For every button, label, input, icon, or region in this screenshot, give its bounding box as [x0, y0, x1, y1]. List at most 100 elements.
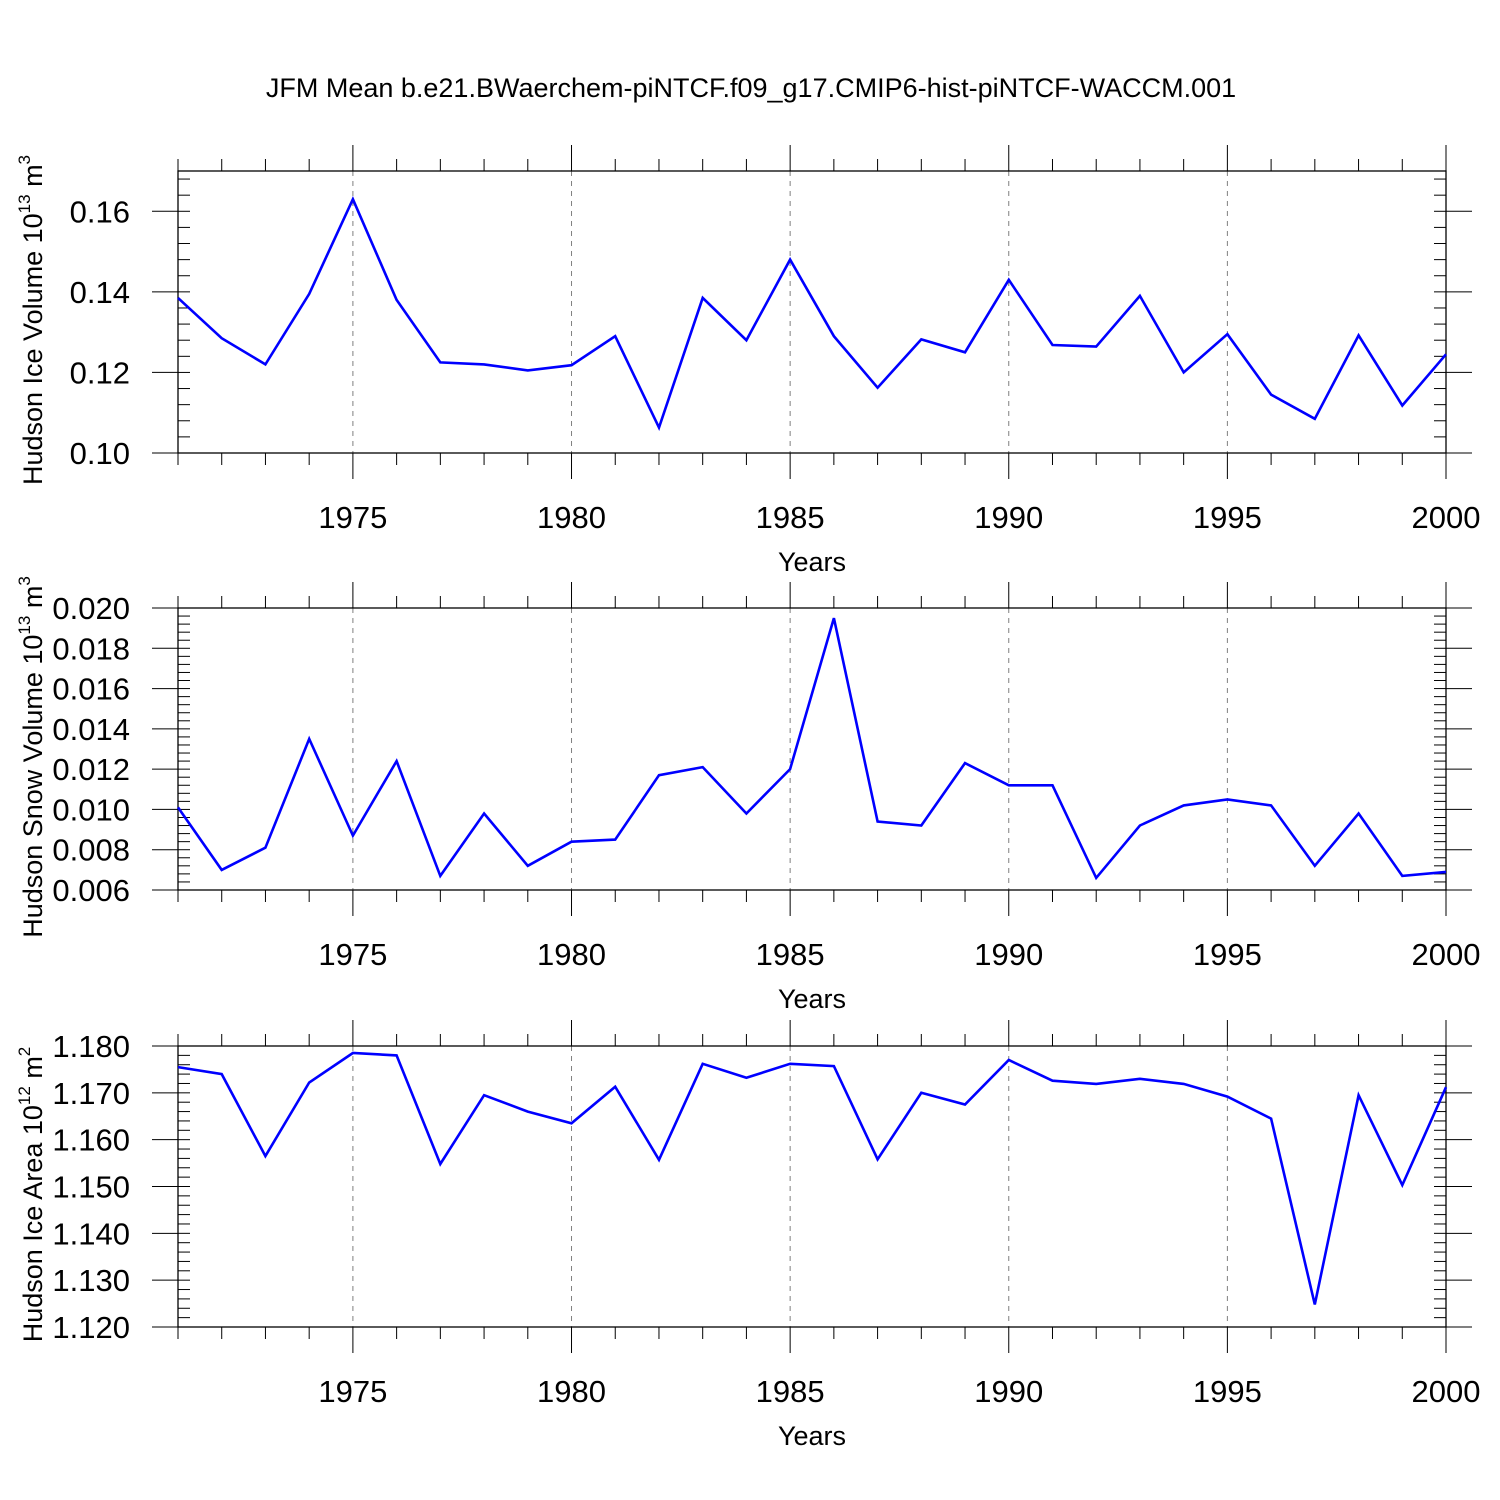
data-point — [1445, 1086, 1448, 1089]
data-point — [1445, 353, 1448, 356]
data-point — [1138, 1077, 1141, 1080]
data-point — [439, 874, 442, 877]
y-label-unit-exponent: 3 — [15, 576, 34, 585]
data-point — [1313, 864, 1316, 867]
panel-2: 0.006 0.008 0.010 0.012 0.014 0.016 0.018 0.020… — [15, 576, 1480, 1014]
series-line — [177, 196, 1447, 432]
data-point — [745, 339, 748, 342]
data-point — [1270, 804, 1273, 807]
data-point — [920, 1091, 923, 1094]
x-tick-label: 1995 — [1193, 1374, 1262, 1409]
y-label-exponent: 13 — [15, 194, 34, 213]
data-point — [1226, 798, 1229, 801]
data-point — [483, 1094, 486, 1097]
data-point — [351, 198, 354, 201]
x-tick-label: 1990 — [974, 500, 1043, 535]
x-tick-label: 1980 — [537, 500, 606, 535]
data-point — [1051, 784, 1054, 787]
data-point — [177, 296, 180, 299]
data-point — [1182, 1082, 1185, 1085]
data-point — [1051, 344, 1054, 347]
y-tick-label: 0.012 — [52, 752, 130, 787]
data-point — [964, 762, 967, 765]
y-tick-label: 0.014 — [52, 712, 130, 747]
x-tick-label: 1975 — [318, 1374, 387, 1409]
data-point — [920, 338, 923, 341]
y-tick-label: 0.018 — [52, 631, 130, 666]
data-point — [439, 361, 442, 364]
data-point — [351, 834, 354, 837]
data-point — [745, 1076, 748, 1079]
x-tick-label: 1975 — [318, 937, 387, 972]
data-point — [1095, 1082, 1098, 1085]
y-label-unit-exponent: 3 — [15, 155, 34, 164]
data-point — [526, 369, 529, 372]
y-tick-label: 0.020 — [52, 591, 130, 626]
data-point — [570, 1122, 573, 1125]
data-point — [1357, 1094, 1360, 1097]
x-tick-label: 1995 — [1193, 937, 1262, 972]
y-label-unit: m — [18, 164, 48, 194]
data-point — [1095, 876, 1098, 879]
panel-1: 0.10 0.12 0.14 0.16 1975 1980 1985 1990 1995 2000… — [15, 145, 1480, 577]
data-point — [876, 820, 879, 823]
x-tick-label: 1975 — [318, 500, 387, 535]
data-point — [1226, 1095, 1229, 1098]
data-point — [1357, 812, 1360, 815]
x-tick-label: 1985 — [756, 1374, 825, 1409]
data-point — [745, 812, 748, 815]
y-tick-label: 0.12 — [70, 355, 130, 390]
series-line — [177, 1051, 1448, 1305]
chart-title: JFM Mean b.e21.BWaerchem-piNTCF.f09_g17.… — [266, 73, 1236, 103]
y-tick-label: 0.016 — [52, 672, 130, 707]
data-point — [832, 617, 835, 620]
y-tick-label: 0.14 — [70, 275, 130, 310]
data-point — [570, 840, 573, 843]
x-tick-label: 1980 — [537, 1374, 606, 1409]
data-point — [701, 766, 704, 769]
y-tick-label: 1.180 — [52, 1029, 130, 1064]
y-axis-label: Hudson Snow Volume 1013 m3 — [15, 576, 48, 938]
x-tick-label: 2000 — [1412, 937, 1481, 972]
y-tick-label: 0.010 — [52, 792, 130, 827]
data-point — [351, 1052, 354, 1055]
y-label-text: Hudson Snow Volume 10 — [18, 635, 48, 938]
data-point — [395, 298, 398, 301]
y-label-exponent: 12 — [15, 1086, 34, 1105]
data-point — [789, 768, 792, 771]
x-tick-label: 2000 — [1412, 1374, 1481, 1409]
data-point — [1401, 1184, 1404, 1187]
data-point — [1007, 784, 1010, 787]
y-tick-label: 0.16 — [70, 194, 130, 229]
y-tick-label: 1.130 — [52, 1263, 130, 1298]
data-point — [1313, 1303, 1316, 1306]
data-point — [1182, 371, 1185, 374]
data-point — [1226, 333, 1229, 336]
y-tick-label: 0.006 — [52, 873, 130, 908]
y-label-unit-exponent: 2 — [15, 1047, 34, 1056]
data-point — [1445, 870, 1448, 873]
data-point — [789, 1062, 792, 1065]
data-point — [220, 1073, 223, 1076]
plot-frame — [177, 607, 1447, 891]
data-point — [264, 846, 267, 849]
y-label-unit: m — [18, 586, 48, 616]
data-point — [614, 335, 617, 338]
data-point — [964, 1103, 967, 1106]
data-point — [177, 1066, 180, 1069]
data-point — [1007, 278, 1010, 281]
data-point — [483, 363, 486, 366]
data-point — [876, 1158, 879, 1161]
data-point — [964, 351, 967, 354]
data-point — [832, 1065, 835, 1068]
y-tick-label: 0.10 — [70, 436, 130, 471]
data-point — [1095, 345, 1098, 348]
data-point — [308, 1081, 311, 1084]
y-tick-label: 1.150 — [52, 1170, 130, 1205]
x-tick-label: 1985 — [756, 500, 825, 535]
data-point — [395, 1054, 398, 1057]
data-point — [657, 774, 660, 777]
data-point — [264, 363, 267, 366]
y-axis-label: Hudson Ice Area 1012 m2 — [15, 1047, 48, 1343]
